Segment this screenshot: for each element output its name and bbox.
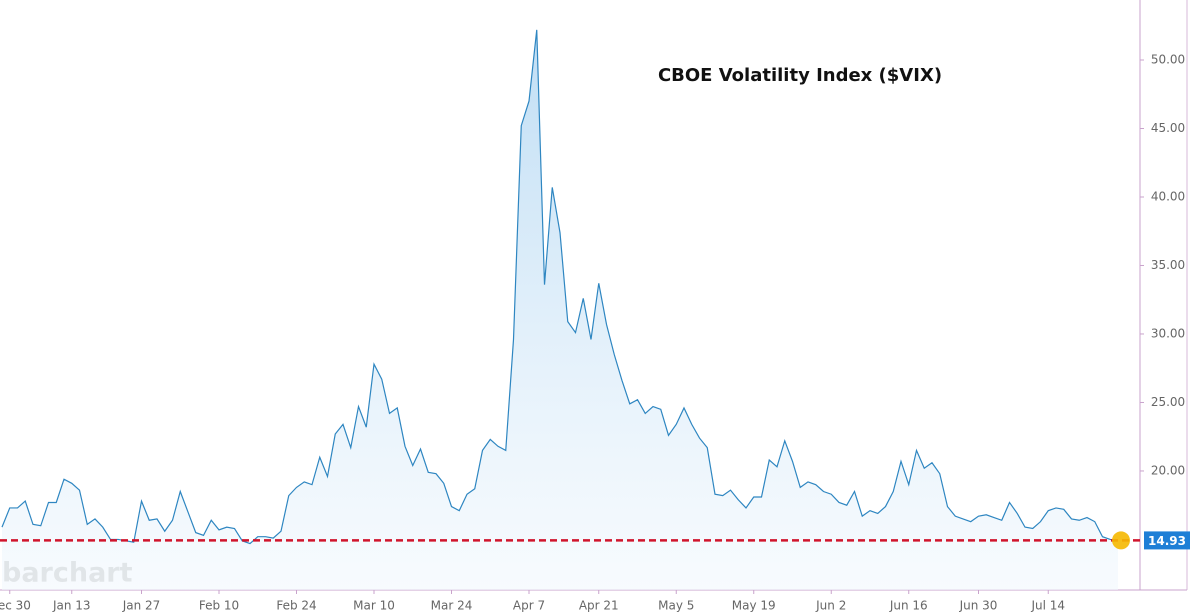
x-tick-label: Jan 27 (122, 599, 161, 613)
x-tick-label: Jan 13 (52, 599, 91, 613)
last-value-box (1144, 531, 1190, 550)
x-tick-label: Apr 21 (579, 599, 619, 613)
x-tick-label: Mar 24 (431, 599, 473, 613)
y-tick-label: 45.00 (1151, 121, 1185, 135)
line (1, 29, 1119, 545)
x-tick-label: Feb 24 (276, 599, 316, 613)
chart-title: CBOE Volatility Index ($VIX) (658, 65, 942, 86)
x-tick-label: May 5 (658, 599, 694, 613)
y-tick-label: 40.00 (1151, 189, 1185, 203)
x-tick-label: Jun 2 (815, 599, 846, 613)
y-tick-label: 20.00 (1151, 463, 1185, 477)
x-tick-label: Apr 7 (513, 599, 545, 613)
x-tick-label: Mar 10 (353, 599, 395, 613)
x-tick-label: Dec 30 (0, 599, 31, 613)
last-value-label: 14.93 (1148, 534, 1186, 548)
y-tick-label: 35.00 (1151, 258, 1185, 272)
last-value-marker (1112, 531, 1130, 550)
area-fill (2, 29, 1118, 590)
x-tick-label: Jul 14 (1030, 599, 1065, 613)
x-tick-label: Feb 10 (199, 599, 239, 613)
y-tick-label: 50.00 (1151, 53, 1185, 67)
y-tick-label: 25.00 (1151, 395, 1185, 409)
x-tick-label: Jun 30 (959, 599, 998, 613)
x-tick-label: May 19 (732, 599, 776, 613)
x-tick-label: Jun 16 (889, 599, 928, 613)
y-tick-label: 30.00 (1151, 326, 1185, 340)
